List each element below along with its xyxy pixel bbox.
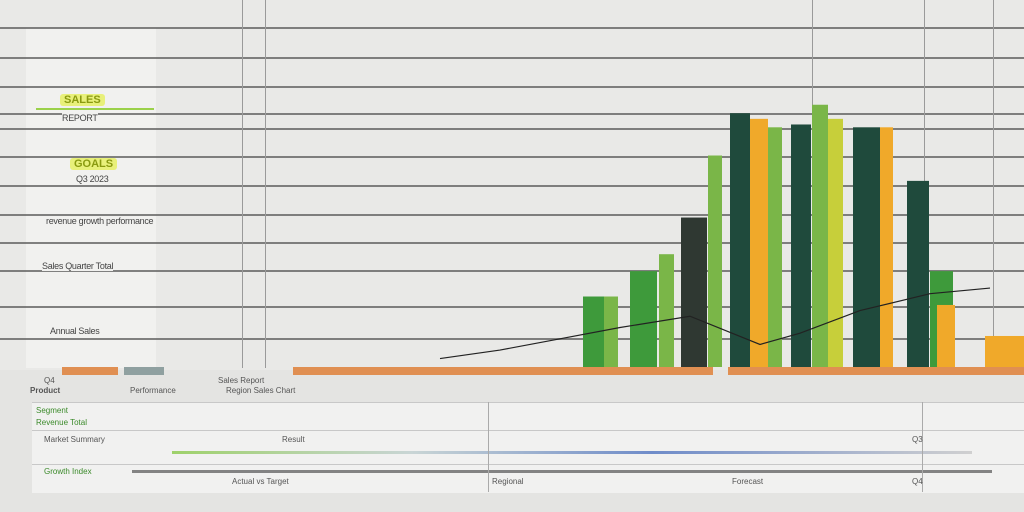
table-header: Q4 [44,376,55,385]
table-header: Sales Report [218,376,265,385]
gridline [0,270,1024,272]
panel-label: Annual Sales [50,326,100,336]
data-table: Q4 Sales Report Product Performance Regi… [0,376,1024,496]
table-cell: Q3 [912,435,923,444]
gridline [0,338,1024,340]
panel-highlight: SALES [60,94,105,106]
panel-label: REPORT [62,113,98,123]
table-header: Performance [130,386,176,395]
table-cell: Growth Index [44,467,92,476]
axis-strip [124,367,164,375]
table-row[interactable]: Growth Index Actual vs Target Regional F… [32,464,1024,493]
table-cell: Actual vs Target [232,477,289,486]
panel-label: Q3 2023 [76,174,109,184]
gridline [0,214,1024,216]
axis-strip [62,367,118,375]
axis-strip [293,367,713,375]
panel-label: revenue growth performance [46,216,154,226]
gridline [0,57,1024,59]
gridline-vertical [993,0,994,368]
panel-label: Sales Quarter Total [42,261,114,271]
table-cell: Q4 [912,477,923,486]
table-cell: Regional [492,477,524,486]
gridline-vertical [924,0,925,368]
gridline [0,156,1024,158]
table-cell: Segment [36,406,69,415]
table-header: Region Sales Chart [226,386,296,395]
highlight-underline [36,108,154,110]
table-cell: Forecast [732,477,764,486]
gridline [0,306,1024,308]
gridline [0,128,1024,130]
axis-strip [728,367,1024,375]
data-strip [172,451,972,454]
data-strip [132,470,992,473]
gridline [0,185,1024,187]
gridline-vertical [812,0,813,368]
divider [488,402,489,492]
table-row[interactable]: Segment Revenue Total [32,402,1024,431]
gridline-vertical [242,0,243,368]
gridline [0,242,1024,244]
table-cell: Result [282,435,305,444]
divider [922,402,923,492]
table-row[interactable]: Market Summary Result Q3 [32,430,1024,465]
table-cell: Revenue Total [36,418,87,427]
table-header: Product [30,386,61,395]
left-panel [26,28,156,368]
gridline [0,27,1024,29]
gridline-vertical [265,0,266,368]
gridline [0,113,1024,115]
panel-highlight: GOALS [70,158,118,170]
gridline [0,86,1024,88]
table-cell: Market Summary [44,435,105,444]
